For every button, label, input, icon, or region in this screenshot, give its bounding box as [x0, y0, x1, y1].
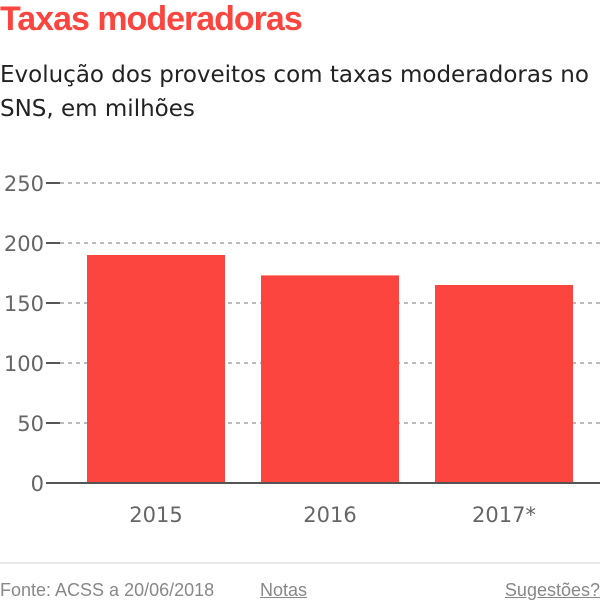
bar-chart: 0 50 100 150 200 250 2015 2016 2017* — [4, 172, 600, 527]
x-tick-label: 2017* — [472, 503, 536, 527]
x-tick-label: 2015 — [129, 503, 182, 527]
y-tick-label: 50 — [17, 412, 44, 436]
notes-link[interactable]: Notas — [260, 580, 308, 600]
chart-subtitle: Evolução dos proveitos com taxas moderad… — [0, 62, 589, 122]
x-tick-label: 2016 — [303, 503, 356, 527]
y-tick-label: 0 — [31, 472, 44, 496]
chart-title: Taxas moderadoras — [0, 0, 303, 38]
y-tick-label: 250 — [4, 172, 44, 196]
footer: Fonte: ACSS a 20/06/2018 Notas Sugestões… — [0, 562, 600, 600]
bar-2017* — [435, 285, 573, 483]
source-text: Fonte: ACSS a 20/06/2018 — [0, 580, 215, 600]
bar-2016 — [261, 275, 399, 483]
bar-2015 — [87, 255, 225, 483]
y-tick-label: 100 — [4, 352, 44, 376]
y-tick-label: 150 — [4, 292, 44, 316]
y-tick-label: 200 — [4, 232, 44, 256]
suggestions-link[interactable]: Sugestões? — [504, 580, 600, 600]
